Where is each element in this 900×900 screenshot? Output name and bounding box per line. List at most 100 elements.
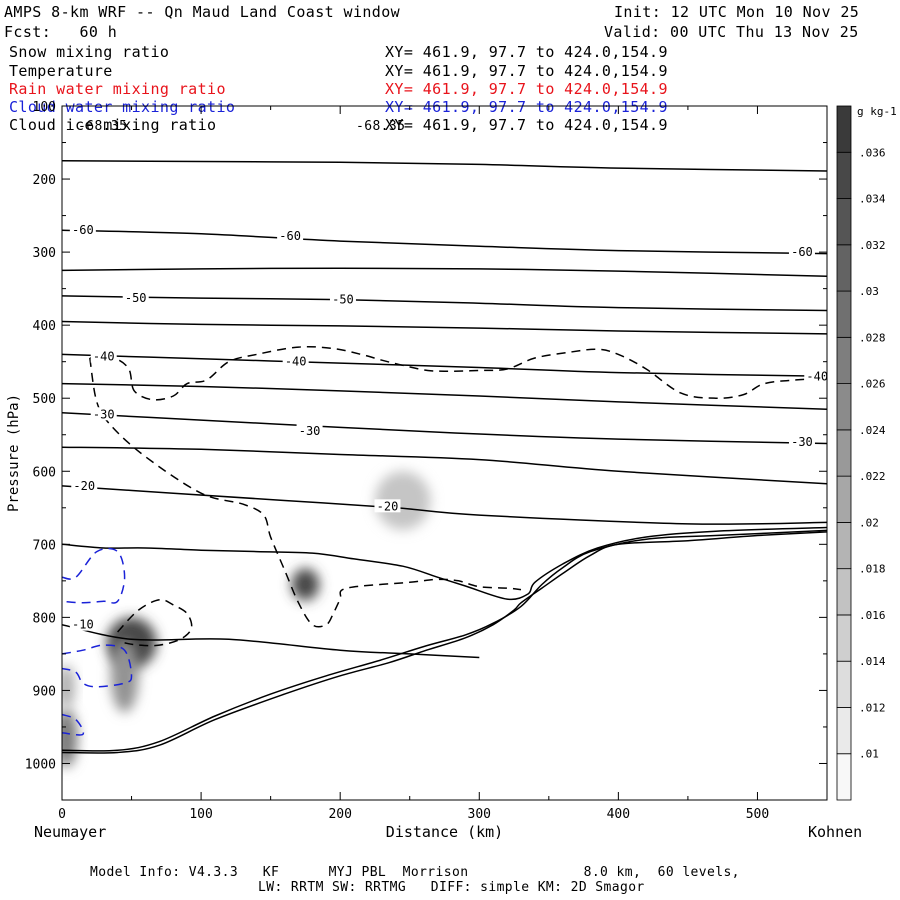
temperature-contour-line xyxy=(62,229,827,255)
x-tick-label: 400 xyxy=(607,807,630,822)
colorbar-swatch xyxy=(836,475,852,523)
colorbar-swatch xyxy=(836,244,852,292)
contour-label-bg xyxy=(788,435,815,449)
colorbar-tick-label: .012 xyxy=(859,701,886,714)
x-tick-label: 200 xyxy=(328,807,351,822)
init-time: Init: 12 UTC Mon 10 Nov 25 xyxy=(614,3,860,21)
temperature-contour-line xyxy=(62,485,827,525)
colorbar-swatch xyxy=(836,336,852,385)
contour-label-bg xyxy=(69,617,96,631)
contour-label: -60 xyxy=(791,245,813,259)
x-start-location-label: Neumayer xyxy=(34,823,106,841)
shaded-mixing-ratio-area xyxy=(291,568,320,601)
field-xy-snow: XY= 461.9, 97.7 to 424.0,154.9 xyxy=(385,43,668,61)
colorbar-tick-label: .036 xyxy=(859,146,886,159)
x-tick-label: 300 xyxy=(468,807,491,822)
temperature-contour-line xyxy=(62,623,480,659)
colorbar-swatch xyxy=(836,383,852,431)
contour-label-bg xyxy=(804,369,831,383)
snow-contour-line xyxy=(62,160,827,172)
contour-label: -60 xyxy=(72,223,94,237)
rain-contour xyxy=(117,598,193,647)
model-info-line2: LW: RRTM SW: RRTMG DIFF: simple KM: 2D S… xyxy=(258,880,645,895)
x-tick-label: 0 xyxy=(58,807,66,822)
contour-label-bg xyxy=(374,499,401,513)
field-xy-cloud-ice: XY= 461.9, 97.7 to 424.0,154.9 xyxy=(385,116,668,134)
contour-label: -40 xyxy=(806,369,828,383)
colorbar-tick-label: .028 xyxy=(859,331,886,344)
field-xy-cloud-water: XY= 461.9, 97.7 to 424.0,154.9 xyxy=(385,98,668,116)
contour-label: -50 xyxy=(125,291,147,305)
colorbar-tick-label: .022 xyxy=(859,470,886,483)
field-xy-temperature: XY= 461.9, 97.7 to 424.0,154.9 xyxy=(385,62,668,80)
colorbar-tick-label: .02 xyxy=(859,516,879,529)
shaded-mixing-ratio-area xyxy=(62,664,75,709)
cloud-water-contour xyxy=(62,713,85,736)
contour-label-bg xyxy=(296,424,323,438)
colorbar-swatch xyxy=(836,614,852,662)
contour-label-bg xyxy=(69,223,96,237)
shaded-mixing-ratio-area xyxy=(374,471,431,530)
shaded-mixing-ratio-area xyxy=(110,639,139,713)
colorbar-tick-label: .018 xyxy=(859,563,886,576)
x-tick-label: 500 xyxy=(746,807,769,822)
colorbar-swatch xyxy=(836,429,852,477)
forecast-hour: Fcst: 60 h xyxy=(4,23,118,41)
y-tick-label: 200 xyxy=(33,173,56,188)
contour-label: -60 xyxy=(279,229,301,243)
snow-contour-line xyxy=(62,446,827,485)
colorbar-swatch xyxy=(836,568,852,616)
colorbar-swatch xyxy=(836,707,852,755)
contour-label-bg xyxy=(277,229,304,243)
terrain-line xyxy=(62,526,827,601)
contour-label: -40 xyxy=(285,355,307,369)
colorbar-swatch xyxy=(836,105,852,153)
cloud-water-contour xyxy=(62,547,126,604)
temperature-contour-line xyxy=(62,353,827,378)
contour-label-bg xyxy=(122,291,149,305)
colorbar-swatch xyxy=(836,198,852,246)
colorbar-tick-label: .032 xyxy=(859,239,886,252)
colorbar-tick-label: .034 xyxy=(859,193,886,206)
x-axis-label: Distance (km) xyxy=(386,823,503,841)
field-label-rain: Rain water mixing ratio xyxy=(9,80,226,98)
cloud-water-contour xyxy=(62,644,133,688)
temperature-contour-line xyxy=(62,295,827,312)
y-tick-label: 100 xyxy=(33,100,56,115)
colorbar-tick-label: .03 xyxy=(859,285,879,298)
contour-label-bg xyxy=(329,292,356,306)
y-tick-label: 300 xyxy=(33,246,56,261)
contour-label-bg xyxy=(282,354,309,368)
contour-label: -50 xyxy=(332,293,354,307)
contour-label-bg xyxy=(90,349,117,363)
field-xy-rain: XY= 461.9, 97.7 to 424.0,154.9 xyxy=(385,80,668,98)
plot-frame xyxy=(61,105,828,801)
temperature-contour-line xyxy=(62,412,827,445)
field-label-temperature: Temperature xyxy=(9,62,113,80)
colorbar-units: g kg-1 xyxy=(857,105,897,118)
colorbar-swatch xyxy=(836,151,852,199)
overprint-value-left: -68.35 xyxy=(78,119,128,134)
y-tick-label: 400 xyxy=(33,319,56,334)
field-label-cloud-ice: Cloud ice mixing ratio xyxy=(9,116,217,134)
colorbar-tick-label: .024 xyxy=(859,424,886,437)
model-info-line1: Model Info: V4.3.3 KF MYJ PBL Morrison 8… xyxy=(90,865,740,880)
cloud-ice-contour xyxy=(89,345,827,401)
y-tick-label: 700 xyxy=(33,538,56,553)
field-label-cloud-water: Cloud water mixing ratio xyxy=(9,98,236,116)
contour-label: -20 xyxy=(73,479,95,493)
x-tick-label: 100 xyxy=(189,807,212,822)
snow-contour-line xyxy=(62,320,827,335)
cloud-ice-contour xyxy=(89,357,522,628)
colorbar-swatch xyxy=(836,660,852,708)
contour-label: -30 xyxy=(93,407,115,421)
contour-label: -30 xyxy=(299,424,321,438)
contour-label-bg xyxy=(71,478,98,492)
contour-label: -10 xyxy=(72,618,94,632)
shaded-mixing-ratio-area xyxy=(62,708,78,768)
y-tick-label: 1000 xyxy=(25,757,56,772)
y-axis-label: Pressure (hPa) xyxy=(6,394,22,512)
field-label-snow: Snow mixing ratio xyxy=(9,43,170,61)
y-tick-label: 800 xyxy=(33,611,56,626)
